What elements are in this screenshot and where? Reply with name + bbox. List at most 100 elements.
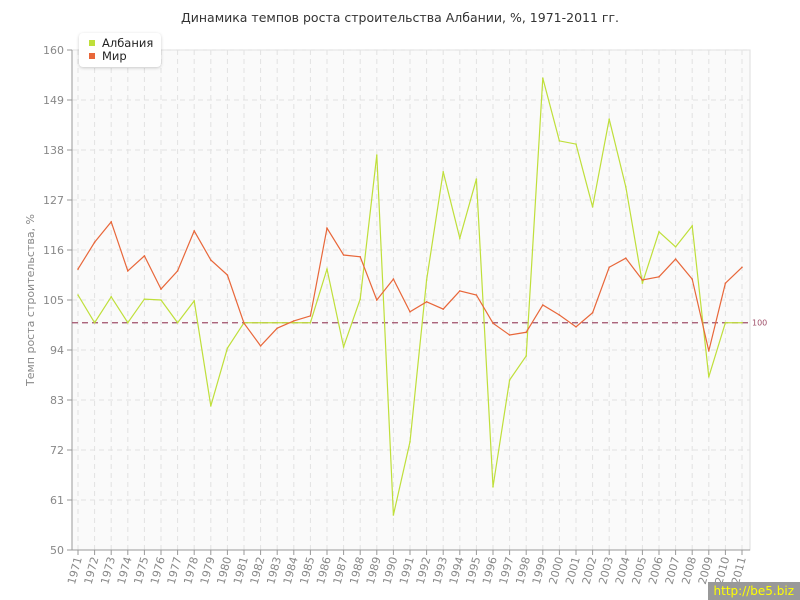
data-point [160, 288, 162, 290]
data-point [326, 227, 328, 229]
data-point [392, 278, 395, 280]
data-point [508, 334, 511, 336]
data-point [359, 256, 362, 258]
data-point [376, 154, 378, 156]
data-point [293, 320, 295, 322]
watermark[interactable]: http://be5.biz [707, 582, 800, 600]
y-tick-label: 116 [43, 244, 64, 257]
data-point [376, 299, 378, 301]
data-point [708, 350, 710, 352]
data-point [442, 308, 445, 310]
data-point [409, 441, 411, 443]
data-point [293, 321, 295, 324]
y-tick-label: 160 [43, 44, 64, 57]
data-point [691, 225, 693, 227]
y-tick-label: 50 [50, 544, 64, 557]
chart-title: Динамика темпов роста строительства Алба… [180, 10, 620, 25]
data-point [276, 327, 279, 329]
data-point [127, 321, 129, 324]
data-point [210, 405, 212, 407]
legend-label: Мир [102, 49, 127, 63]
data-point [492, 486, 494, 488]
data-point [575, 326, 577, 328]
data-point [691, 278, 693, 280]
data-point [475, 178, 478, 180]
data-point [93, 321, 96, 324]
data-point [608, 118, 610, 120]
data-point [193, 300, 195, 302]
data-point [542, 77, 544, 79]
data-point [143, 298, 146, 300]
data-point [508, 379, 511, 381]
data-point [558, 314, 561, 316]
data-point [309, 321, 312, 324]
data-point [459, 290, 461, 292]
data-point [674, 246, 677, 248]
data-point [127, 270, 129, 272]
data-point [608, 266, 610, 269]
data-point [674, 258, 677, 260]
data-point [475, 294, 478, 296]
data-point [658, 276, 660, 278]
legend: Албания Мир [79, 33, 161, 67]
reference-line-label: 100 [752, 319, 767, 328]
data-point [342, 346, 345, 348]
y-axis-label: Темп роста строительства, % [24, 214, 37, 387]
data-point [176, 270, 179, 272]
data-point [442, 171, 445, 173]
data-point [210, 259, 212, 261]
data-point [741, 266, 743, 269]
data-point [741, 321, 743, 324]
data-point [591, 206, 594, 208]
data-point [93, 241, 96, 244]
data-point [542, 304, 544, 306]
data-point [193, 230, 195, 232]
data-point [309, 315, 312, 317]
y-tick-label: 149 [43, 94, 64, 107]
data-point [724, 321, 727, 324]
data-point [641, 282, 644, 284]
data-point [392, 514, 395, 516]
data-point [160, 299, 162, 301]
albania-swatch-icon [89, 40, 95, 46]
data-point [625, 186, 627, 188]
data-point [724, 282, 727, 284]
data-point [143, 255, 146, 257]
data-point [359, 298, 362, 300]
data-point [525, 331, 527, 334]
y-tick-label: 105 [43, 294, 64, 307]
data-point [110, 221, 112, 223]
data-point [226, 347, 229, 349]
legend-item-world[interactable]: Мир [79, 49, 161, 63]
data-point [708, 376, 710, 378]
data-point [591, 311, 594, 314]
y-tick-label: 138 [43, 144, 64, 157]
data-point [77, 294, 79, 296]
y-tick-label: 72 [50, 444, 64, 457]
y-tick-label: 83 [50, 394, 64, 407]
data-point [326, 268, 328, 270]
data-point [641, 279, 644, 281]
data-point [226, 274, 229, 276]
data-point [525, 355, 527, 357]
y-tick-label: 127 [43, 194, 64, 207]
data-point [259, 321, 262, 324]
data-point [459, 237, 461, 239]
data-point [492, 322, 494, 324]
y-tick-label: 61 [50, 494, 64, 507]
data-point [243, 322, 245, 324]
data-point [276, 321, 279, 324]
data-point [425, 279, 428, 281]
data-point [558, 140, 561, 142]
data-point [409, 311, 411, 313]
data-point [658, 231, 660, 233]
data-point [259, 345, 262, 347]
world-swatch-icon [89, 53, 95, 59]
data-point [77, 268, 79, 270]
data-point [575, 143, 577, 145]
data-point [342, 254, 345, 256]
legend-item-albania[interactable]: Албания [79, 36, 161, 50]
data-point [625, 257, 627, 259]
data-point [176, 321, 179, 324]
